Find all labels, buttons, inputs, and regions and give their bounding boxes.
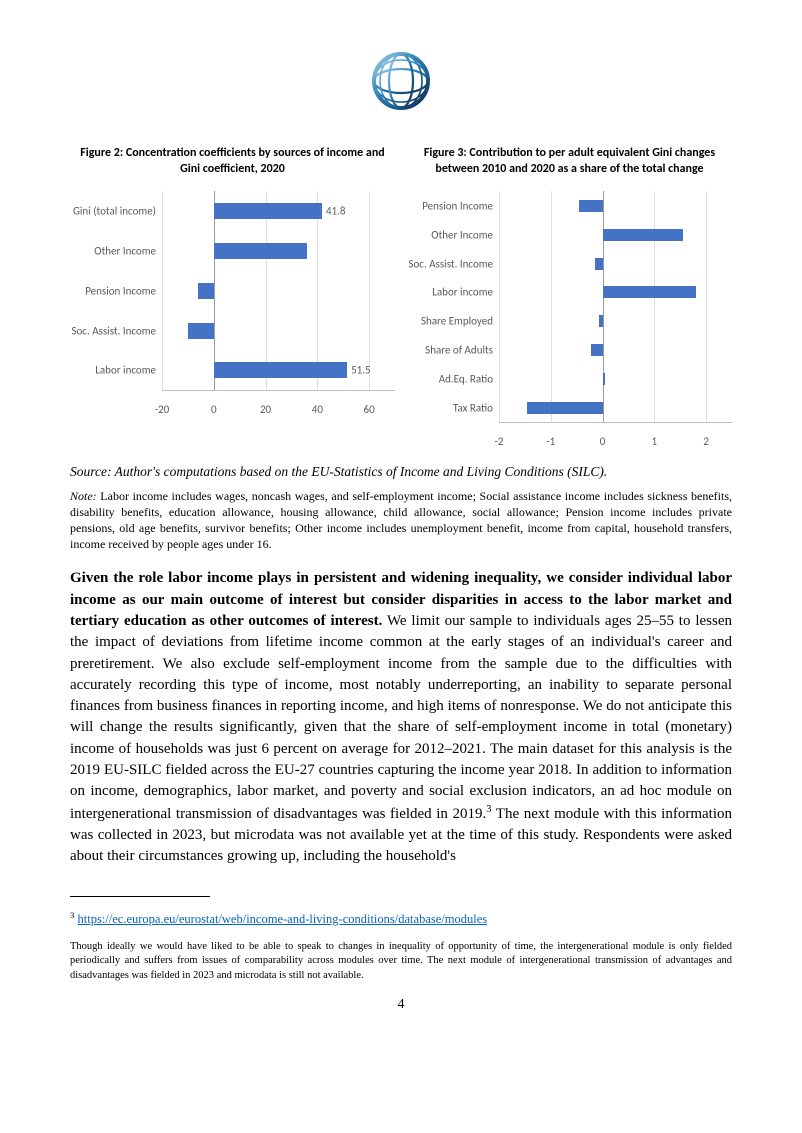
figure-3-chart: Pension IncomeOther IncomeSoc. Assist. I…	[407, 191, 732, 449]
chart-bar	[214, 203, 322, 219]
footnote-num: 3	[70, 910, 74, 920]
chart-bar-row: Pension Income	[162, 271, 395, 311]
figure-2-title: Figure 2: Concentration coefficients by …	[70, 145, 395, 177]
chart-bar-row: Pension Income	[499, 191, 732, 220]
bar-category-label: Soc. Assist. Income	[407, 257, 499, 270]
x-tick: 1	[652, 435, 658, 448]
chart-bar	[603, 229, 683, 241]
footnote-separator	[70, 896, 210, 897]
page-number: 4	[70, 997, 732, 1013]
x-tick: 0	[600, 435, 606, 448]
chart-bar-row: Tax Ratio	[499, 394, 732, 423]
chart-bar	[603, 286, 696, 298]
chart-bar	[214, 362, 347, 378]
source-label: Source:	[70, 464, 111, 479]
figure-2-panel: Figure 2: Concentration coefficients by …	[70, 145, 395, 449]
footnote-3: 3 https://ec.europa.eu/eurostat/web/inco…	[70, 909, 732, 929]
figures-row: Figure 2: Concentration coefficients by …	[70, 145, 732, 449]
chart-bar-row: Soc. Assist. Income	[162, 311, 395, 351]
note-label: Note:	[70, 489, 97, 503]
body-paragraph: Given the role labor income plays in per…	[70, 568, 732, 867]
footnote-link[interactable]: https://ec.europa.eu/eurostat/web/income…	[78, 912, 488, 926]
figure-note: Note: Labor income includes wages, nonca…	[70, 488, 732, 553]
chart-bar-row: Share of Adults	[499, 336, 732, 365]
note-text: Labor income includes wages, noncash wag…	[70, 489, 732, 552]
x-tick: 60	[364, 403, 375, 416]
chart-bar	[599, 315, 603, 327]
figure-source: Source: Author's computations based on t…	[70, 463, 732, 481]
header-logo-wrap	[70, 50, 732, 117]
bar-category-label: Labor income	[70, 364, 162, 377]
x-tick: -20	[155, 403, 170, 416]
chart-bar	[198, 283, 214, 299]
bar-category-label: Pension Income	[70, 284, 162, 297]
chart-bar	[591, 344, 602, 356]
source-text: Author's computations based on the EU-St…	[111, 464, 607, 479]
x-tick: 20	[260, 403, 271, 416]
bar-category-label: Labor income	[407, 286, 499, 299]
bar-value-label: 41.8	[326, 205, 346, 218]
chart-bar	[595, 258, 603, 270]
bar-category-label: Other Income	[407, 228, 499, 241]
bar-category-label: Share of Adults	[407, 344, 499, 357]
bar-category-label: Share Employed	[407, 315, 499, 328]
chart-bar-row: Soc. Assist. Income	[499, 249, 732, 278]
bar-category-label: Ad.Eq. Ratio	[407, 373, 499, 386]
chart-bar	[214, 243, 307, 259]
chart-bar-row: Labor income	[499, 278, 732, 307]
bar-category-label: Other Income	[70, 245, 162, 258]
x-tick: 0	[211, 403, 217, 416]
bar-category-label: Tax Ratio	[407, 401, 499, 414]
world-bank-globe-icon	[370, 50, 432, 117]
figure-3-panel: Figure 3: Contribution to per adult equi…	[407, 145, 732, 449]
chart-bar-row: Gini (total income)41.8	[162, 191, 395, 231]
chart-bar-row: Share Employed	[499, 307, 732, 336]
x-tick: -1	[546, 435, 555, 448]
body-rest-1: We limit our sample to individuals ages …	[70, 613, 732, 822]
x-tick: 40	[312, 403, 323, 416]
figure-3-title: Figure 3: Contribution to per adult equi…	[407, 145, 732, 177]
bar-value-label: 51.5	[351, 364, 371, 377]
x-tick: 2	[703, 435, 709, 448]
endnote-text: Though ideally we would have liked to be…	[70, 940, 732, 983]
figure-2-chart: Gini (total income)41.8Other IncomePensi…	[70, 191, 395, 417]
chart-bar	[603, 373, 606, 385]
chart-bar	[527, 402, 602, 414]
chart-bar	[188, 323, 214, 339]
chart-bar-row: Ad.Eq. Ratio	[499, 365, 732, 394]
bar-category-label: Pension Income	[407, 199, 499, 212]
chart-bar-row: Labor income51.5	[162, 351, 395, 391]
x-tick: -2	[495, 435, 504, 448]
chart-bar-row: Other Income	[499, 220, 732, 249]
bar-category-label: Soc. Assist. Income	[70, 324, 162, 337]
chart-bar-row: Other Income	[162, 231, 395, 271]
bar-category-label: Gini (total income)	[70, 205, 162, 218]
chart-bar	[579, 200, 602, 212]
